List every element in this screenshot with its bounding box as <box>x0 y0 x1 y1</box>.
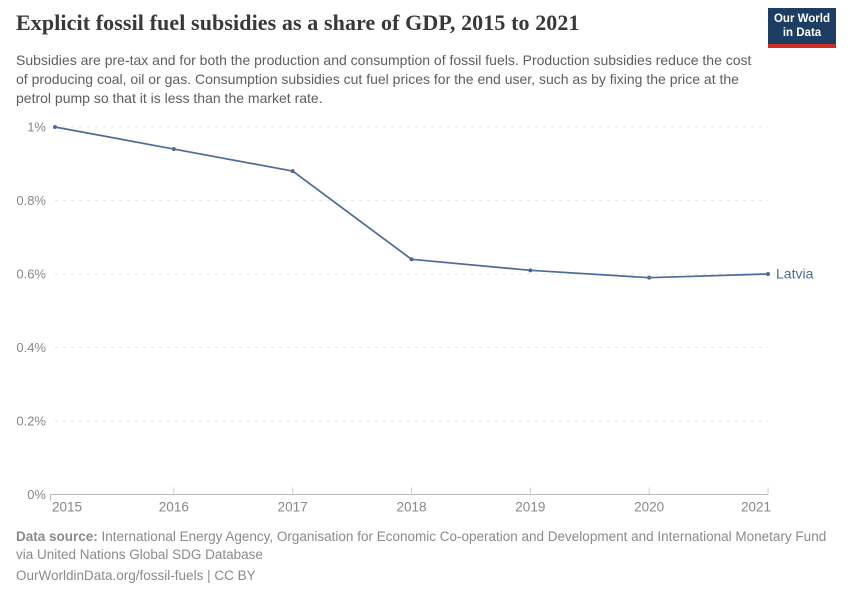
owid-logo-line1: Our World <box>773 13 830 25</box>
entity-label: Latvia <box>776 266 814 282</box>
y-axis-tick-label: 0.4% <box>16 340 46 355</box>
x-axis-tick-label: 2019 <box>515 500 545 515</box>
data-point <box>53 125 57 129</box>
y-axis-tick-label: 0.2% <box>16 414 46 429</box>
data-source-line: Data source: International Energy Agency… <box>16 528 828 564</box>
y-axis-tick-label: 0.6% <box>16 267 46 282</box>
owid-logo: Our World in Data <box>768 8 836 48</box>
x-axis-tick-label: 2020 <box>634 500 664 515</box>
y-axis-tick-label: 1% <box>27 120 46 135</box>
data-point <box>409 257 414 262</box>
data-source-label: Data source: <box>16 529 98 544</box>
x-axis-tick-label: 2018 <box>396 500 426 515</box>
data-point <box>171 147 176 152</box>
chart-footer: Data source: International Energy Agency… <box>16 528 828 585</box>
data-point <box>290 169 295 174</box>
page-title: Explicit fossil fuel subsidies as a shar… <box>16 10 580 35</box>
owid-logo-line2: in Data <box>782 27 822 39</box>
chart-subtitle: Subsidies are pre-tax and for both the p… <box>16 52 752 106</box>
y-axis-tick-label: 0.8% <box>16 193 46 208</box>
y-axis-tick-label: 0% <box>27 487 46 502</box>
line-chart: 0% 0.2% 0.4% 0.6% 0.8% 1% 2015 2016 2017 2018 2019… <box>16 120 814 515</box>
data-source-text: International Energy Agency, Organisatio… <box>16 529 827 562</box>
x-axis-tick-label: 2016 <box>159 500 189 515</box>
x-axis-tick-label: 2021 <box>741 500 771 515</box>
x-axis-tick-label: 2017 <box>278 500 308 515</box>
data-point <box>647 275 652 280</box>
x-axis-tick-label: 2015 <box>52 500 82 515</box>
data-line <box>54 126 769 279</box>
license-line: OurWorldinData.org/fossil-fuels | CC BY <box>16 568 256 583</box>
data-point <box>766 272 770 276</box>
data-point <box>528 268 533 273</box>
